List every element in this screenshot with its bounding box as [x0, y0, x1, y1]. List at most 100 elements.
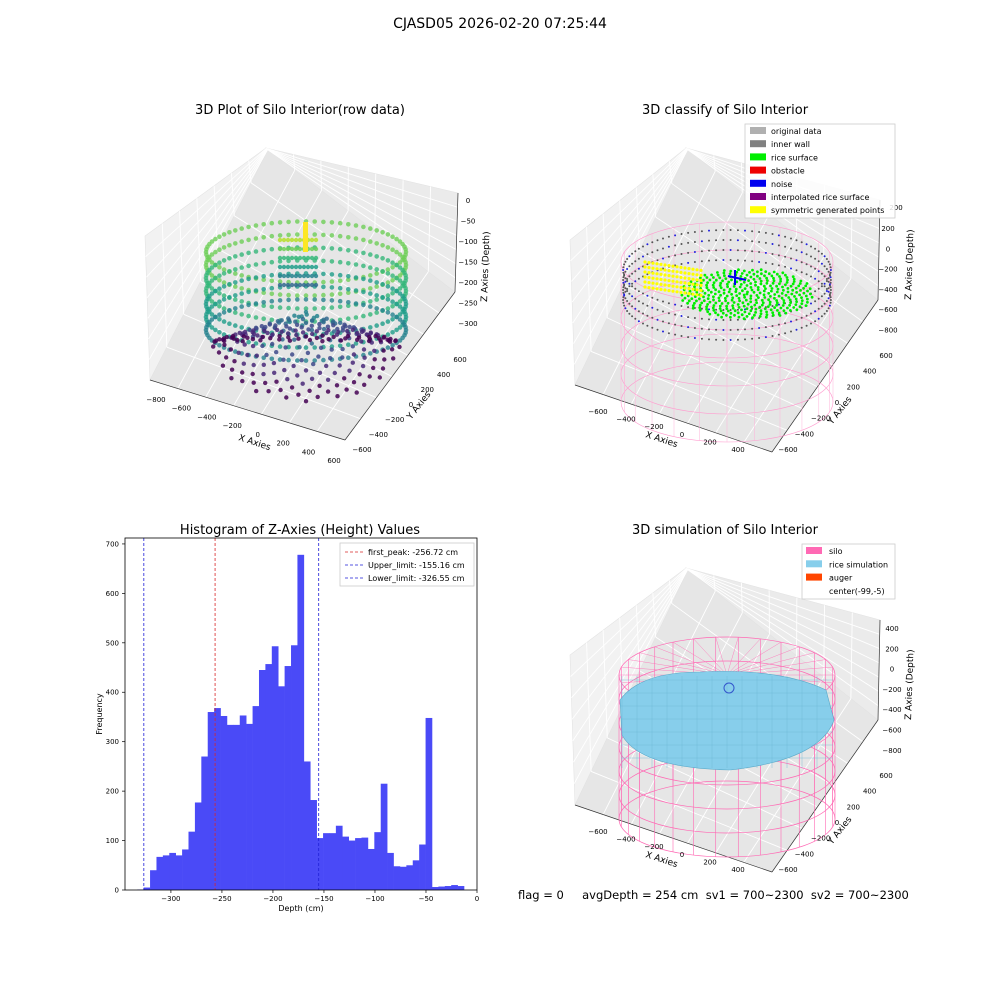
raw-point: [344, 387, 349, 392]
symmetric-point: [675, 270, 679, 274]
wall-point: [667, 235, 670, 238]
wall-point: [795, 249, 798, 252]
wall-point: [790, 330, 792, 333]
grid-line: [740, 162, 743, 193]
raw-point: [337, 343, 343, 349]
rice-point: [725, 304, 728, 308]
wall-point: [784, 322, 787, 325]
raw-point: [227, 255, 232, 261]
wall-point: [764, 261, 767, 264]
raw-point: [321, 271, 326, 277]
wall-point: [623, 293, 626, 296]
wall-point: [790, 257, 792, 260]
wall-point: [790, 320, 792, 323]
raw-point: [209, 265, 215, 270]
wall-point: [827, 287, 830, 290]
wall-point: [828, 283, 831, 286]
histogram-bar: [374, 832, 382, 890]
rice-point: [738, 285, 742, 289]
raw-point: [303, 368, 309, 373]
histogram-x-ticks: −300 −250 −200 −150 −100 −50 0: [161, 890, 479, 903]
symmetric-point: [655, 287, 659, 291]
wall-point: [823, 292, 826, 295]
wall-point: [795, 239, 798, 242]
symmetric-point: [699, 273, 703, 277]
grid-line: [659, 214, 770, 414]
rice-point: [686, 301, 689, 305]
rice-point: [750, 305, 753, 309]
y-tick-label: 500: [106, 639, 119, 647]
raw-point: [297, 246, 303, 252]
raw-point: [300, 330, 306, 335]
wall-point: [805, 243, 808, 246]
wall-point: [715, 239, 718, 242]
wall-point: [764, 241, 767, 244]
rice-point: [759, 312, 763, 316]
symmetric-point: [647, 286, 651, 290]
raw-point: [385, 280, 391, 285]
z-axis-line: [877, 619, 881, 721]
grid-line: [630, 192, 743, 405]
wall-point: [790, 267, 792, 270]
raw-point: [261, 290, 267, 296]
raw-point: [217, 265, 222, 270]
raw-point: [272, 370, 277, 375]
wall-point: [729, 239, 732, 241]
rice-point: [793, 295, 796, 298]
legend-label: noise: [771, 180, 792, 189]
x-tick-label: −200: [263, 895, 282, 903]
wall-point: [637, 267, 640, 270]
rice-point: [683, 296, 687, 300]
tick-label: −200: [644, 843, 663, 851]
tick-label: 0: [835, 819, 839, 827]
raw-point: [242, 342, 247, 347]
raw-point: [274, 379, 279, 384]
raw-point: [361, 263, 366, 269]
raw-point: [337, 246, 343, 252]
wall-point: [623, 304, 626, 307]
raw-point: [403, 286, 408, 291]
raw-point: [211, 344, 216, 349]
raw-point: [240, 339, 245, 344]
rice-point: [792, 306, 796, 309]
wall-point: [700, 307, 703, 310]
raw-point: [303, 345, 309, 350]
grid-line: [602, 213, 608, 318]
histogram-bar: [367, 848, 375, 890]
raw-point: [368, 291, 373, 296]
histogram-bar: [444, 886, 452, 890]
raw-point: [351, 352, 357, 357]
wall-point: [693, 261, 696, 263]
histogram-bar: [380, 783, 388, 890]
wall-point: [817, 287, 820, 290]
rice-point: [782, 299, 786, 302]
symmetric-point: [699, 283, 703, 287]
raw-point: [269, 278, 275, 284]
raw-point: [295, 306, 300, 311]
raw-point: [321, 320, 326, 325]
grid-line: [850, 612, 853, 699]
rice-point: [712, 298, 715, 302]
histogram-bar: [226, 724, 234, 890]
wall-point: [736, 338, 739, 341]
grid-line: [196, 198, 202, 282]
rice-point: [799, 279, 803, 283]
grid-line: [266, 148, 457, 250]
wall-point: [656, 239, 659, 242]
raw-point: [397, 260, 403, 265]
wall-point: [634, 307, 637, 310]
raw-point: [368, 331, 373, 336]
rice-point: [777, 294, 781, 298]
raw-point: [217, 337, 222, 342]
histogram-x-axis-label: Depth (cm): [278, 904, 323, 913]
wall-point: [764, 251, 767, 254]
raw-point: [361, 289, 366, 295]
y-tick-label: 300: [106, 738, 119, 746]
raw-point: [264, 352, 269, 358]
raw-point: [277, 255, 283, 261]
wall-point: [626, 268, 629, 270]
raw-point: [222, 338, 227, 344]
wall-point: [693, 317, 696, 319]
raw-point: [220, 363, 226, 368]
rice-point: [806, 300, 809, 304]
